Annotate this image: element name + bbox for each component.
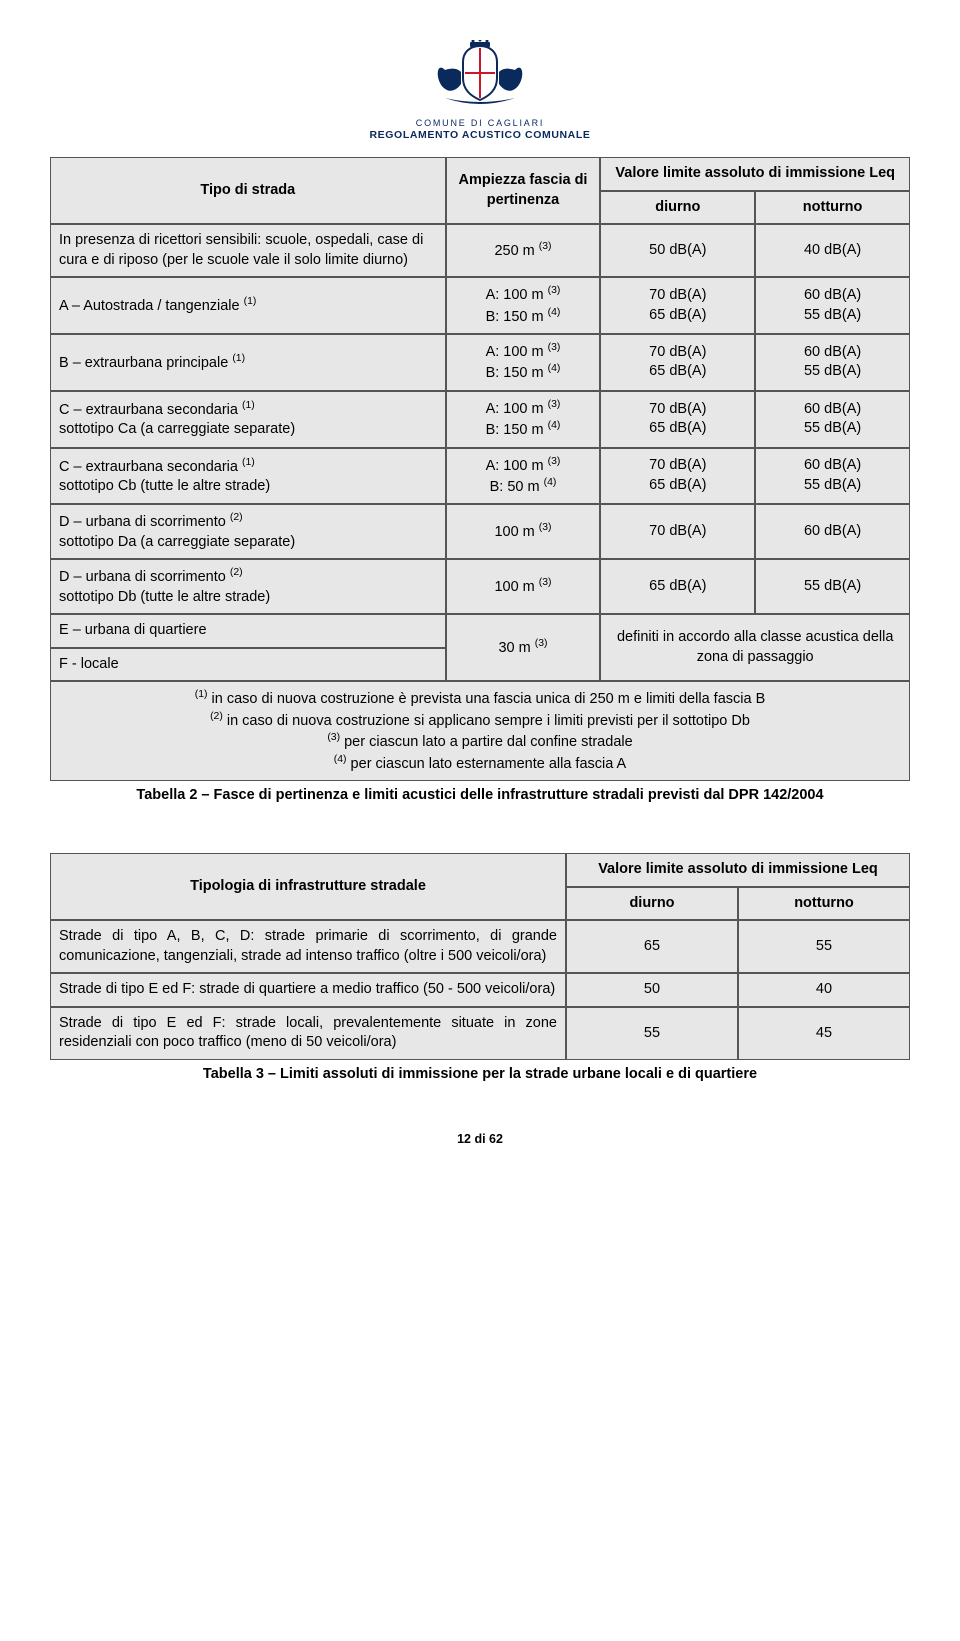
cell-diurno: 70 dB(A)65 dB(A)	[600, 391, 755, 448]
cell-ampiezza: A: 100 m (3)B: 150 m (4)	[446, 277, 601, 334]
table2-caption: Tabella 3 – Limiti assoluti di immission…	[50, 1066, 910, 1082]
cell-notturno: 60 dB(A)55 dB(A)	[755, 277, 910, 334]
cell-notturno: 55 dB(A)	[755, 559, 910, 614]
cell-notturno: 45	[738, 1007, 910, 1060]
cell-label: D – urbana di scorrimento (2)sottotipo D…	[50, 504, 446, 559]
header-org: COMUNE DI CAGLIARI	[50, 118, 910, 128]
cell-label: A – Autostrada / tangenziale (1)	[50, 277, 446, 334]
col-tipo-strada: Tipo di strada	[50, 157, 446, 224]
cell-ampiezza: 100 m (3)	[446, 559, 601, 614]
cell-label: C – extraurbana secondaria (1)sottotipo …	[50, 391, 446, 448]
cell-label: Strade di tipo E ed F: strade di quartie…	[50, 973, 566, 1007]
cell-ampiezza: 250 m (3)	[446, 224, 601, 277]
col-notturno: notturno	[755, 191, 910, 225]
cell-label-e: E – urbana di quartiere	[50, 614, 446, 648]
cell-diurno: 70 dB(A)65 dB(A)	[600, 448, 755, 505]
col-valore-limite: Valore limite assoluto di immissione Leq	[600, 157, 910, 191]
table-row: D – urbana di scorrimento (2)sottotipo D…	[50, 504, 910, 559]
table-fasce-pertinenza: Tipo di strada Ampiezza fascia di pertin…	[50, 157, 910, 781]
cell-label: In presenza di ricettori sensibili: scuo…	[50, 224, 446, 277]
cell-label-f: F - locale	[50, 648, 446, 682]
cell-diurno: 70 dB(A)65 dB(A)	[600, 334, 755, 391]
header-title: REGOLAMENTO ACUSTICO COMUNALE	[50, 129, 910, 141]
cell-notturno: 40 dB(A)	[755, 224, 910, 277]
cell-ampiezza: A: 100 m (3)B: 150 m (4)	[446, 334, 601, 391]
col-notturno: notturno	[738, 887, 910, 921]
cell-notturno: 55	[738, 920, 910, 973]
cell-ampiezza: A: 100 m (3)B: 50 m (4)	[446, 448, 601, 505]
cell-ampiezza: 100 m (3)	[446, 504, 601, 559]
table1-caption: Tabella 2 – Fasce di pertinenza e limiti…	[50, 787, 910, 803]
cell-notturno: 60 dB(A)55 dB(A)	[755, 448, 910, 505]
col-tipologia: Tipologia di infrastrutture stradale	[50, 853, 566, 920]
cell-diurno: 50	[566, 973, 738, 1007]
page-number: 12 di 62	[50, 1132, 910, 1146]
coat-of-arms-icon	[415, 40, 545, 110]
cell-label: D – urbana di scorrimento (2)sottotipo D…	[50, 559, 446, 614]
cell-footnotes: (1) in caso di nuova costruzione è previ…	[50, 681, 910, 781]
table-row: D – urbana di scorrimento (2)sottotipo D…	[50, 559, 910, 614]
col-valore-limite: Valore limite assoluto di immissione Leq	[566, 853, 910, 887]
cell-notturno: 40	[738, 973, 910, 1007]
cell-diurno: 65	[566, 920, 738, 973]
table-row: Tipo di strada Ampiezza fascia di pertin…	[50, 157, 910, 191]
cell-diurno: 65 dB(A)	[600, 559, 755, 614]
table-row: C – extraurbana secondaria (1)sottotipo …	[50, 391, 910, 448]
table-row: Strade di tipo E ed F: strade locali, pr…	[50, 1007, 910, 1060]
cell-valore-ef: definiti in accordo alla classe acustica…	[600, 614, 910, 681]
cell-diurno: 50 dB(A)	[600, 224, 755, 277]
table-row: Strade di tipo E ed F: strade di quartie…	[50, 973, 910, 1007]
table-row: E – urbana di quartiere 30 m (3) definit…	[50, 614, 910, 648]
cell-diurno: 70 dB(A)	[600, 504, 755, 559]
cell-ampiezza: A: 100 m (3)B: 150 m (4)	[446, 391, 601, 448]
cell-label: B – extraurbana principale (1)	[50, 334, 446, 391]
cell-ampiezza: 30 m (3)	[446, 614, 601, 681]
cell-label: C – extraurbana secondaria (1)sottotipo …	[50, 448, 446, 505]
table-row: (1) in caso di nuova costruzione è previ…	[50, 681, 910, 781]
page-header-logo: COMUNE DI CAGLIARI REGOLAMENTO ACUSTICO …	[50, 40, 910, 141]
cell-notturno: 60 dB(A)55 dB(A)	[755, 391, 910, 448]
cell-diurno: 70 dB(A)65 dB(A)	[600, 277, 755, 334]
col-diurno: diurno	[566, 887, 738, 921]
col-ampiezza: Ampiezza fascia di pertinenza	[446, 157, 601, 224]
cell-diurno: 55	[566, 1007, 738, 1060]
table-row: Strade di tipo A, B, C, D: strade primar…	[50, 920, 910, 973]
cell-label: Strade di tipo A, B, C, D: strade primar…	[50, 920, 566, 973]
col-diurno: diurno	[600, 191, 755, 225]
table-limiti-immissione: Tipologia di infrastrutture stradale Val…	[50, 853, 910, 1060]
table-row: C – extraurbana secondaria (1)sottotipo …	[50, 448, 910, 505]
table-row: Tipologia di infrastrutture stradale Val…	[50, 853, 910, 887]
table-row: In presenza di ricettori sensibili: scuo…	[50, 224, 910, 277]
cell-notturno: 60 dB(A)55 dB(A)	[755, 334, 910, 391]
cell-notturno: 60 dB(A)	[755, 504, 910, 559]
cell-label: Strade di tipo E ed F: strade locali, pr…	[50, 1007, 566, 1060]
table-row: A – Autostrada / tangenziale (1) A: 100 …	[50, 277, 910, 334]
table-row: B – extraurbana principale (1) A: 100 m …	[50, 334, 910, 391]
